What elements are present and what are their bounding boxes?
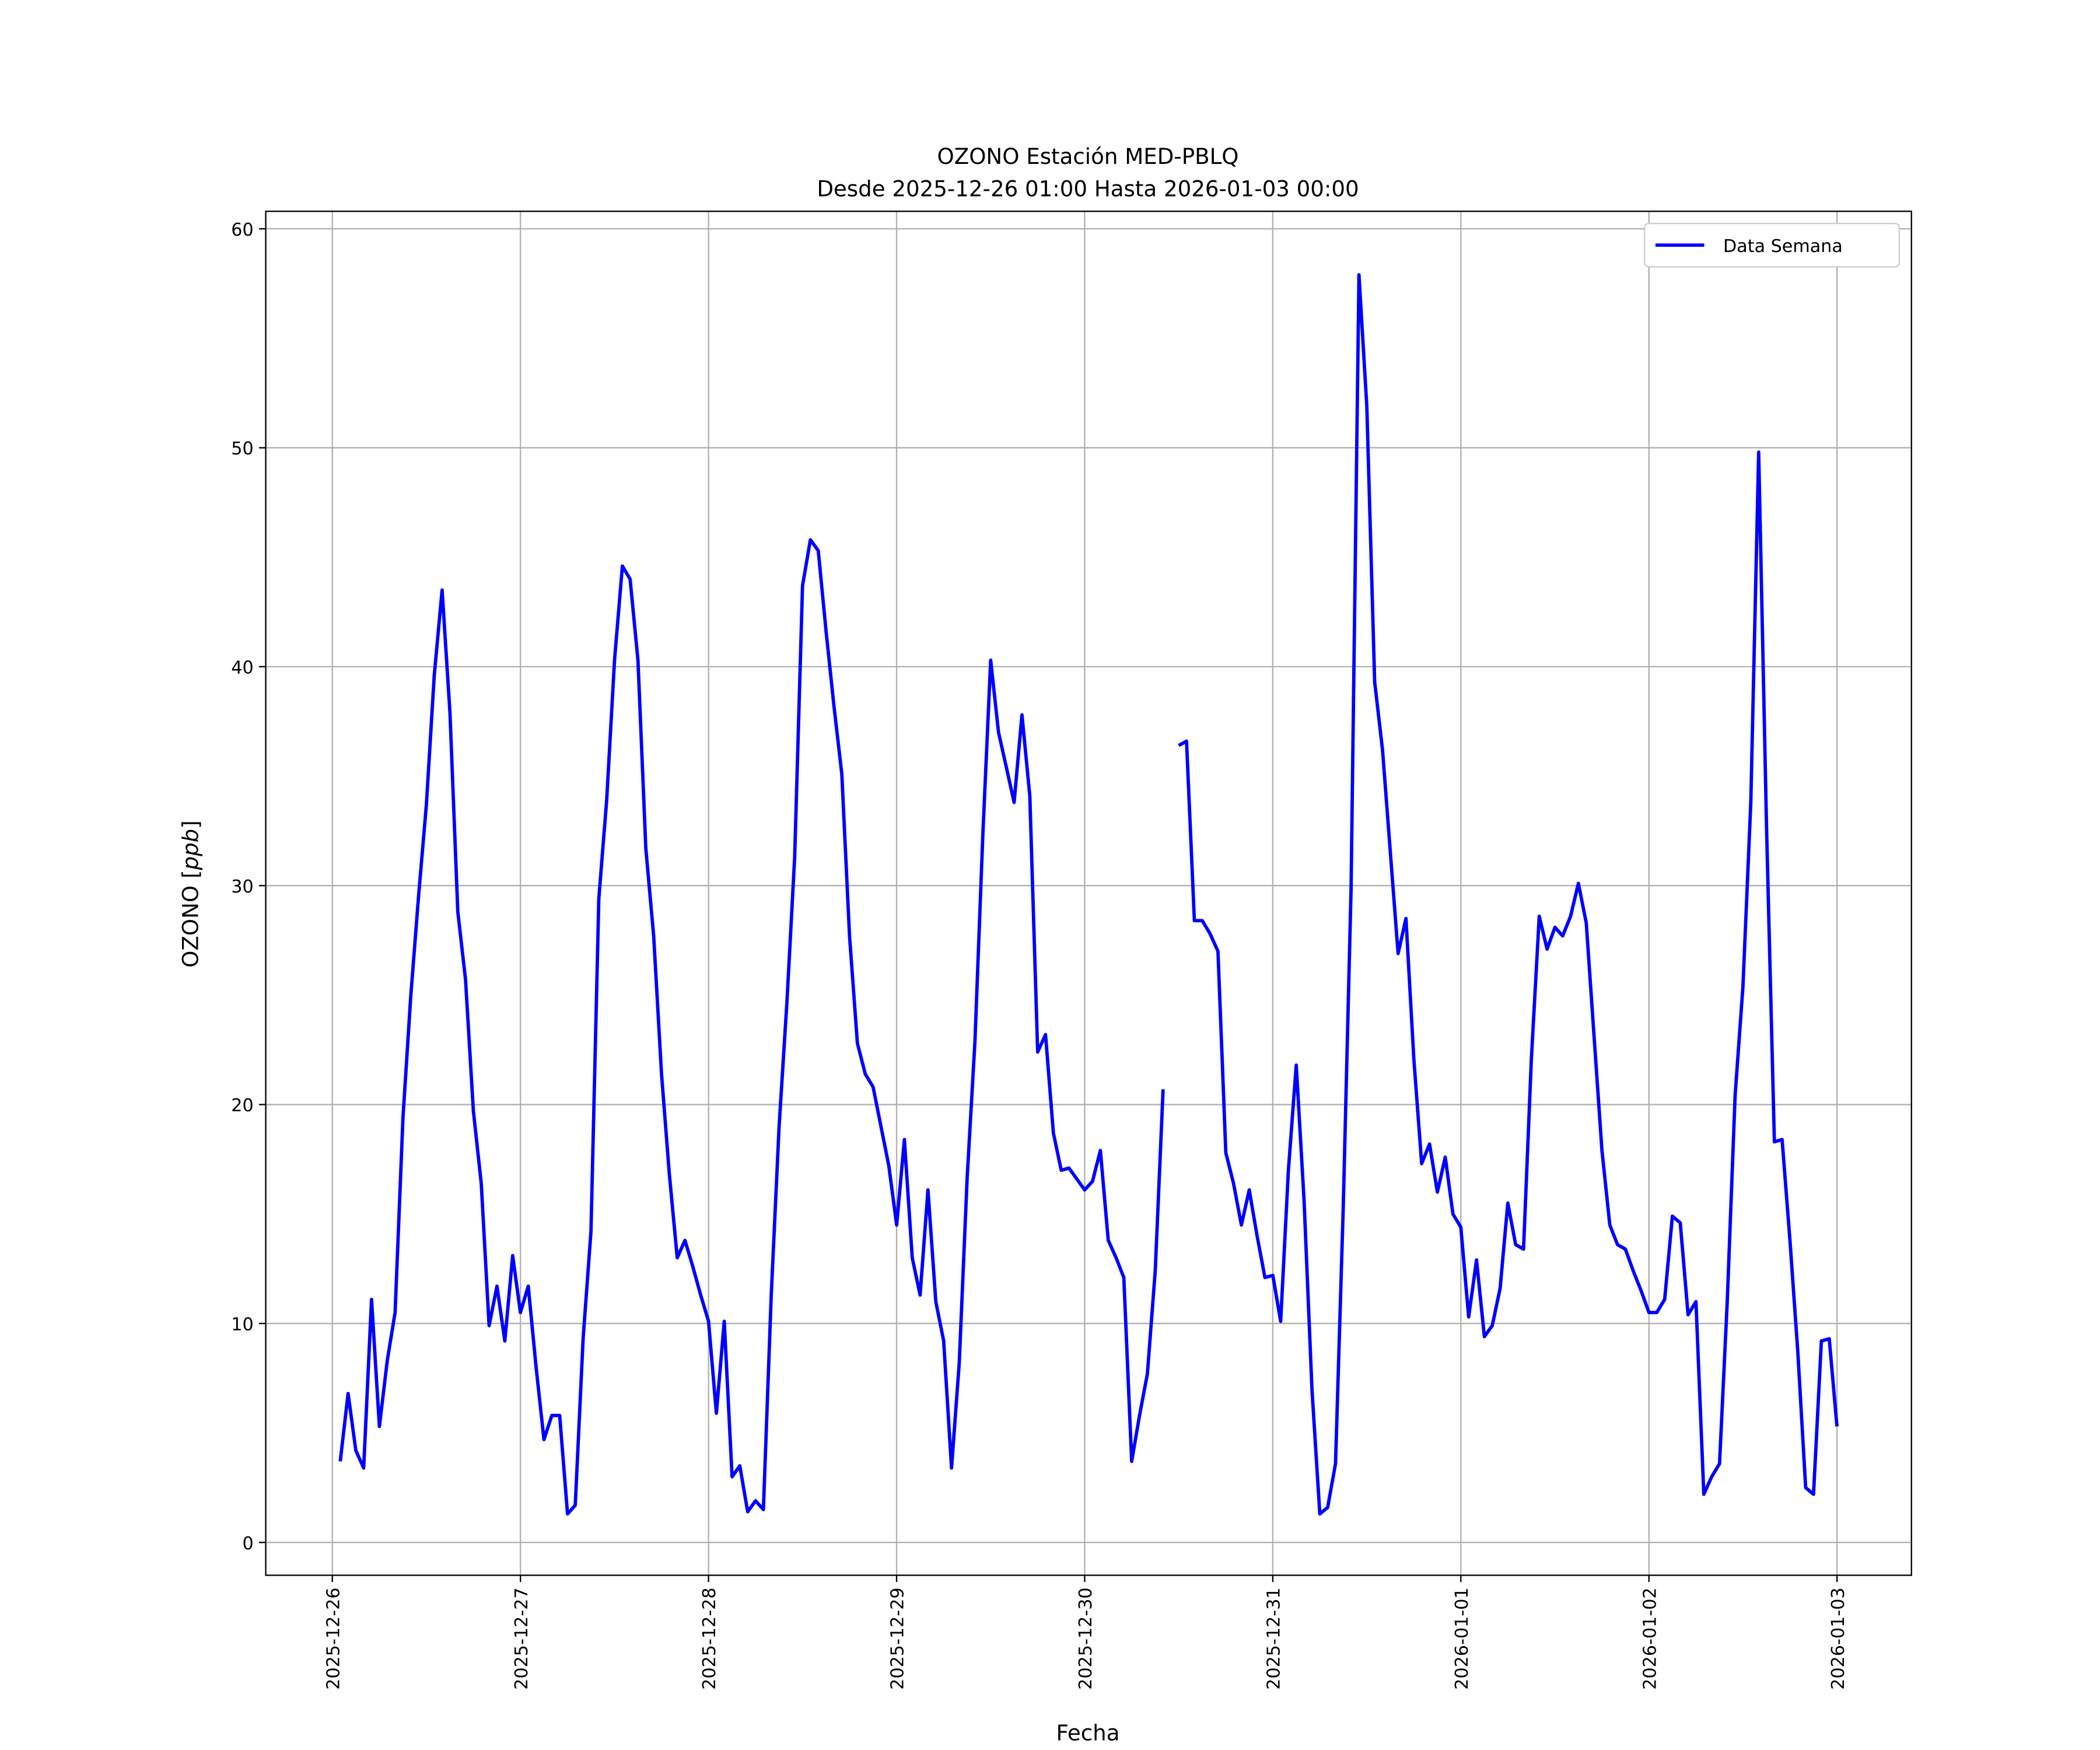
x-tick-label: 2025-12-30 bbox=[1076, 1587, 1096, 1689]
legend-box bbox=[1644, 222, 1901, 268]
grid-lines bbox=[265, 211, 1912, 1576]
y-axis-label-bracket-open: [ bbox=[178, 870, 203, 879]
y-axis-label: OZONO [ppb] bbox=[178, 820, 203, 967]
y-tick-label: 20 bbox=[231, 1096, 253, 1116]
x-tick-label: 2025-12-26 bbox=[323, 1587, 344, 1689]
legend: Data Semana bbox=[1644, 222, 1901, 268]
y-axis-label-prefix: OZONO bbox=[178, 878, 203, 968]
y-tick-label: 40 bbox=[231, 658, 253, 678]
y-tick-label: 0 bbox=[242, 1534, 253, 1554]
y-tick-label: 60 bbox=[231, 220, 253, 240]
x-tick-label: 2025-12-28 bbox=[699, 1587, 720, 1689]
x-tick-label: 2025-12-31 bbox=[1264, 1587, 1284, 1689]
chart-subtitle: Desde 2025-12-26 01:00 Hasta 2026-01-03 … bbox=[817, 177, 1359, 202]
x-tick-label: 2026-01-01 bbox=[1452, 1587, 1472, 1689]
y-tick-label: 10 bbox=[231, 1314, 253, 1335]
x-tick-label: 2025-12-27 bbox=[512, 1587, 532, 1689]
series-lines bbox=[338, 273, 1839, 1516]
chart-title: OZONO Estación MED-PBLQ bbox=[937, 144, 1239, 169]
y-tick-label: 50 bbox=[231, 439, 253, 459]
legend-label: Data Semana bbox=[1723, 236, 1843, 257]
x-tick-label: 2026-01-02 bbox=[1640, 1587, 1660, 1689]
plot-frame bbox=[265, 211, 1912, 1576]
y-tick-label: 30 bbox=[231, 877, 253, 897]
y-axis-label-bracket-close: ] bbox=[178, 820, 203, 829]
x-tick-label: 2025-12-29 bbox=[888, 1587, 908, 1689]
x-axis-label: Fecha bbox=[1056, 1721, 1120, 1746]
axis-ticks: 2025-12-26 2025-12-27 2025-12-28 2025-12-29… bbox=[231, 220, 1848, 1690]
y-axis-label-unit: ppb bbox=[178, 829, 203, 871]
series-line-segment bbox=[338, 538, 1165, 1516]
series-line-segment bbox=[1178, 273, 1839, 1516]
x-tick-label: 2026-01-03 bbox=[1828, 1587, 1849, 1689]
